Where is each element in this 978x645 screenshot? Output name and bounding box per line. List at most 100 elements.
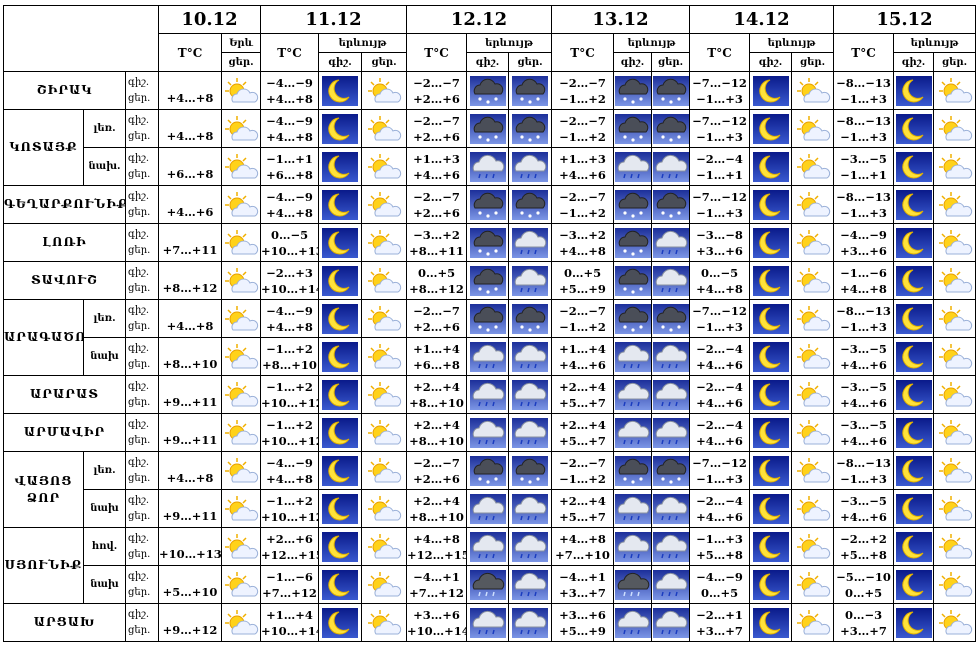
temperature-range: +5…+7 <box>559 433 606 448</box>
temperature: +1…+4 +10…+14 <box>260 603 320 642</box>
weather-icon <box>795 76 831 106</box>
temperature-range: −8…−13 <box>836 113 891 128</box>
weather-icon <box>795 114 831 144</box>
temperature: +3…+6 +10…+14 <box>406 603 468 642</box>
weather-icon <box>795 304 831 334</box>
temperature-range: −7…−12 <box>692 75 747 90</box>
temperature: +6…+8 <box>158 147 223 186</box>
weather-icon <box>896 380 932 410</box>
weather-icon <box>937 494 973 524</box>
icon-cell <box>791 299 835 338</box>
temperature: −4…−9 +4…+8 <box>260 299 320 338</box>
temp-header: T°C <box>551 33 615 72</box>
temperature: +2…+4 +5…+7 <box>551 375 615 414</box>
temperature-range: +2…+6 <box>413 129 460 144</box>
weather-icon <box>753 76 789 106</box>
temperature-range: −4…−9 <box>266 303 313 318</box>
temperature-range: 0…−5 <box>700 265 739 280</box>
temperature: −2…−4 +4…+6 <box>689 413 751 452</box>
icon-cell <box>613 413 653 452</box>
icon-cell <box>318 337 363 376</box>
icon-cell <box>508 527 553 566</box>
temperature-range: +2…+6 <box>413 471 460 486</box>
temperature: 0…−5 +4…+8 <box>689 261 751 300</box>
temperature-range: +4…+8 <box>840 281 887 296</box>
temperature-range: +5…+7 <box>559 509 606 524</box>
icon-cell <box>508 71 553 110</box>
temperature: +2…+4 +8…+10 <box>406 375 468 414</box>
temperature-range: +4…+8 <box>696 281 743 296</box>
temperature-range: −1…+3 <box>696 319 743 334</box>
icon-cell <box>791 413 835 452</box>
temperature-range: −2…−7 <box>559 75 606 90</box>
temperature: −2…−7 −1…+2 <box>551 299 615 338</box>
temperature-range: +7…+12 <box>409 585 464 600</box>
part-header: ցեր. <box>221 52 262 72</box>
temperature-range: +10…+14 <box>407 623 467 638</box>
weather-icon <box>470 608 506 638</box>
temperature-range: +8…+10 <box>409 433 464 448</box>
temperature: −3…−8 +3…+6 <box>689 223 751 262</box>
temperature-range: −1…+2 <box>559 129 606 144</box>
weather-icon <box>512 304 548 334</box>
temperature: −7…−12 −1…+3 <box>689 299 751 338</box>
temperature-range: +8…+10 <box>409 395 464 410</box>
time-label: գիշ. <box>128 152 150 164</box>
temperature: +4…+8 +12…+15 <box>406 527 468 566</box>
time-labels: գիշ. ցեր. <box>124 413 160 452</box>
icon-cell <box>466 527 510 566</box>
time-label: ցեր. <box>128 586 151 598</box>
temperature: −2…−4 +4…+6 <box>689 337 751 376</box>
forecast-table-wrap: 10.12 11.12 12.12 13.12 14.12 15.12 T°C Երև T°C ե… <box>2 5 977 642</box>
temp-header: T°C <box>833 33 895 72</box>
temperature: +1…+4 +4…+6 <box>551 337 615 376</box>
temperature-range: −2…+2 <box>840 531 887 546</box>
temperature: 0…−5 +10…+13 <box>260 223 320 262</box>
weather-icon <box>795 228 831 258</box>
weather-icon <box>223 152 259 182</box>
region-name: ԿՈՏԱՅՔ <box>3 109 84 186</box>
weather-icon <box>896 570 932 600</box>
icon-cell <box>791 489 835 528</box>
temperature: +7…+11 <box>158 223 223 262</box>
icon-cell <box>466 223 510 262</box>
weather-icon <box>896 190 932 220</box>
weather-icon <box>795 152 831 182</box>
icon-cell <box>221 413 262 452</box>
icon-cell <box>508 565 553 604</box>
icon-cell <box>791 603 835 642</box>
subregion: լեռ. <box>83 299 126 338</box>
icon-cell <box>508 337 553 376</box>
temperature-range: +2…+6 <box>413 205 460 220</box>
temperature: +2…+4 +8…+10 <box>406 413 468 452</box>
icon-cell <box>613 223 653 262</box>
temperature-range: −1…+1 <box>840 167 887 182</box>
weather-icon <box>937 456 973 486</box>
temperature-range: +3…+6 <box>840 243 887 258</box>
temperature: −2…−7 −1…+2 <box>551 185 615 224</box>
phenomenon-header: երևույթ <box>749 33 835 53</box>
region-row: ԼՈՌԻ գիշ. ցեր. +7…+11 0…−5 +10…+13 −3…+2 +8…+11… <box>3 223 977 262</box>
weather-icon <box>512 190 548 220</box>
temperature-range: −1…+2 <box>559 471 606 486</box>
time-label: գիշ. <box>128 532 150 544</box>
icon-cell <box>221 337 262 376</box>
part-header: գիշ. <box>613 52 653 72</box>
weather-icon <box>795 456 831 486</box>
weather-icon <box>937 380 973 410</box>
weather-icon <box>653 190 689 220</box>
icon-cell <box>651 451 691 490</box>
temperature-range: +4…+6 <box>559 357 606 372</box>
icon-cell <box>933 147 977 186</box>
temperature-range: +3…+7 <box>559 585 606 600</box>
temperature-range: +2…+4 <box>559 379 606 394</box>
time-label: գիշ. <box>128 494 150 506</box>
weather-icon <box>615 228 651 258</box>
temperature: 0…+5 +5…+9 <box>551 261 615 300</box>
icon-cell <box>933 527 977 566</box>
weather-icon <box>322 152 358 182</box>
weather-icon <box>937 114 973 144</box>
part-header: ցեր. <box>361 52 408 72</box>
temperature-range: +3…+6 <box>696 243 743 258</box>
